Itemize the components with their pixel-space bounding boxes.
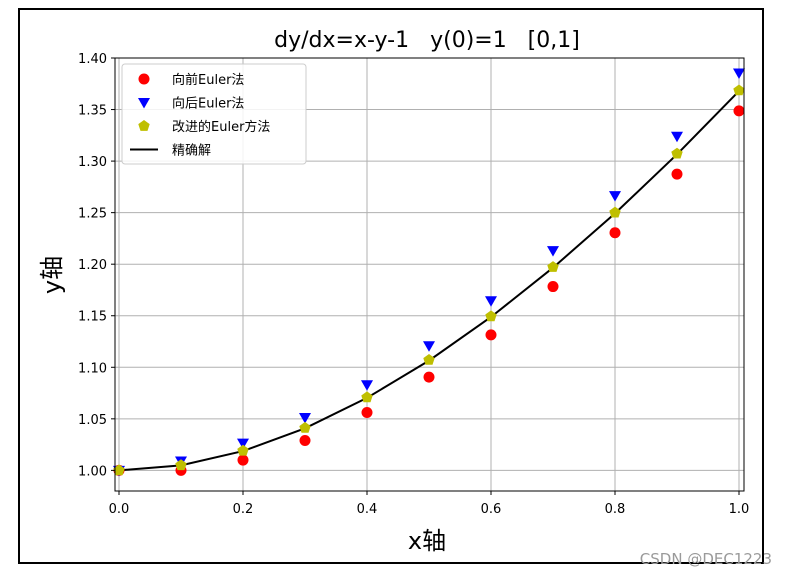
legend-marker-swatch	[138, 73, 150, 85]
watermark: CSDN @DEC1223	[639, 550, 772, 568]
improved-euler-point	[547, 261, 559, 272]
x-tick-label: 0.8	[605, 502, 626, 517]
backward-euler-point	[485, 296, 497, 307]
grid-lines	[115, 57, 744, 491]
improved-euler-point	[485, 310, 497, 322]
x-tick-label: 1.0	[729, 502, 750, 517]
improved-euler-point	[175, 459, 187, 471]
y-tick-label: 1.20	[78, 258, 107, 273]
y-tick-label: 1.10	[78, 361, 107, 376]
backward-euler-series	[113, 68, 745, 477]
legend-label-forward-euler: 向前Euler法	[172, 72, 244, 88]
forward-euler-point	[237, 454, 249, 466]
forward-euler-point	[485, 329, 497, 341]
y-tick-label: 1.40	[78, 52, 107, 67]
x-tick-label: 0.6	[481, 502, 502, 517]
backward-euler-point	[237, 438, 249, 450]
legend-box	[121, 63, 307, 165]
backward-euler-point	[733, 68, 745, 79]
improved-euler-point	[733, 84, 745, 96]
forward-euler-point	[299, 434, 311, 446]
improved-euler-point	[671, 147, 683, 159]
x-tick-label: 0.2	[233, 502, 254, 517]
x-tick-label: 0.0	[109, 502, 130, 517]
legend-marker-swatch	[138, 120, 150, 131]
plot-area-border	[114, 57, 745, 492]
backward-euler-point	[609, 191, 621, 202]
improved-euler-series	[113, 84, 745, 476]
backward-euler-point	[547, 246, 559, 257]
x-axis-ticks: 0.0 0.2 0.4 0.6 0.8 1.0	[109, 491, 750, 517]
legend-label-backward-euler: 向后Euler法	[172, 96, 244, 112]
data-markers	[113, 68, 745, 477]
legend-marker-swatch	[138, 98, 150, 109]
x-axis-label: x轴	[408, 527, 446, 555]
improved-euler-point	[237, 444, 249, 456]
improved-euler-point	[609, 206, 621, 218]
y-tick-label: 1.15	[78, 310, 107, 325]
backward-euler-point	[423, 341, 435, 352]
improved-euler-point	[361, 391, 373, 403]
forward-euler-point	[423, 371, 435, 383]
forward-euler-point	[361, 407, 373, 419]
chart-title: dy/dx=x-y-1 y(0)=1 [0,1]	[274, 28, 580, 53]
y-axis-ticks: 1.00 1.05 1.10 1.15 1.20 1.25 1.30 1.35 1.40	[78, 52, 115, 479]
forward-euler-point	[609, 227, 621, 239]
legend-label-improved-euler: 改进的Euler方法	[172, 119, 270, 135]
y-tick-label: 1.00	[78, 464, 107, 479]
y-tick-label: 1.05	[78, 413, 107, 428]
y-tick-label: 1.25	[78, 207, 107, 222]
forward-euler-point	[671, 168, 683, 180]
improved-euler-point	[299, 421, 311, 433]
forward-euler-point	[733, 105, 745, 117]
y-tick-label: 1.35	[78, 104, 107, 119]
backward-euler-point	[299, 412, 311, 424]
y-tick-label: 1.30	[78, 155, 107, 170]
legend-label-exact-solution: 精确解	[172, 144, 211, 159]
backward-euler-point	[361, 380, 373, 391]
y-axis-label: y轴	[38, 256, 66, 294]
improved-euler-point	[113, 464, 125, 476]
improved-euler-point	[423, 354, 435, 365]
backward-euler-point	[671, 131, 683, 143]
x-tick-label: 0.4	[357, 502, 378, 517]
forward-euler-point	[547, 281, 559, 293]
